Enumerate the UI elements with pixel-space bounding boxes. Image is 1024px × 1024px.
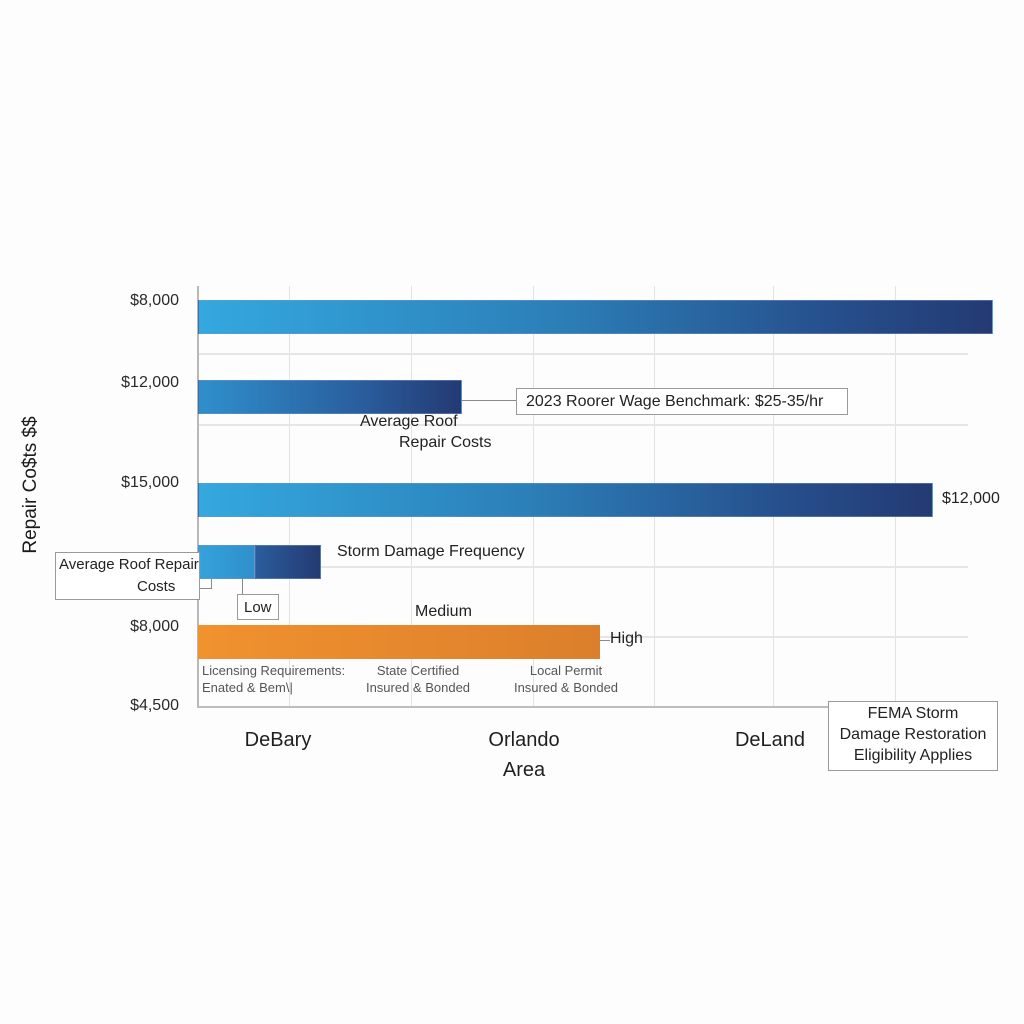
grid-line-horizontal: [198, 353, 968, 355]
avg-roof-repair-callout-line1: Average Roof Repair: [59, 556, 199, 573]
bar-row-1: [198, 300, 993, 334]
y-tick-label: $15,000: [121, 474, 179, 491]
bar-row-3: [198, 483, 933, 517]
leader-line: [600, 640, 610, 641]
bar-3-value-label: $12,000: [942, 490, 1000, 507]
x-category-label: DeBary: [244, 729, 312, 751]
avg-roof-label-line2: Repair Costs: [399, 434, 492, 451]
high-label: High: [610, 630, 643, 647]
fema-line1: FEMA Storm: [867, 705, 959, 722]
y-tick-label: $4,500: [130, 697, 179, 714]
y-axis-label: Repair Co$ts $$: [20, 416, 41, 554]
wage-benchmark-text: 2023 Roorer Wage Benchmark: $25-35/hr: [526, 393, 824, 410]
bar-row-2: [198, 380, 462, 414]
leader-line: [200, 588, 212, 589]
x-category-label-line1: Orlando: [488, 729, 560, 751]
avg-roof-repair-callout: [55, 552, 200, 600]
x-category-label-line2: Area: [502, 759, 546, 781]
leader-line: [462, 400, 516, 401]
bar-row-4-segment-light: [198, 545, 255, 579]
avg-roof-repair-callout-line2: Costs: [137, 578, 176, 595]
state-certified-line1: State Certified: [376, 663, 460, 678]
wage-benchmark-callout: 2023 Roorer Wage Benchmark: $25-35/hr: [516, 388, 848, 415]
grid-line-horizontal: [198, 424, 968, 426]
y-tick-label: $12,000: [121, 374, 179, 391]
licensing-line2: Enated & Bem\|: [202, 680, 293, 695]
x-category-orlando-area: Orlando Area: [474, 725, 574, 785]
licensing-line1: Licensing Requirements:: [202, 663, 346, 678]
medium-label: Medium: [415, 603, 472, 620]
local-permit-line2: Insured & Bonded: [513, 680, 619, 695]
storm-damage-frequency-label: Storm Damage Frequency: [337, 543, 525, 560]
x-category-label: DeLand: [734, 729, 806, 751]
licensing-requirements-note: Licensing Requirements: Enated & Bem\|: [202, 662, 345, 696]
local-permit-line1: Local Permit: [529, 663, 603, 678]
avg-roof-label-line1: Average Roof: [360, 413, 458, 430]
low-label-box: Low: [237, 594, 279, 620]
fema-line3: Eligibility Applies: [853, 747, 973, 764]
x-category-deland: DeLand: [720, 725, 820, 755]
leader-line: [211, 579, 212, 589]
x-axis-line: [197, 706, 828, 708]
leader-line: [242, 579, 243, 595]
y-tick-label: $8,000: [130, 618, 179, 635]
y-tick-label: $8,000: [130, 292, 179, 309]
local-permit-note: Local Permit Insured & Bonded: [510, 662, 622, 696]
fema-callout: FEMA Storm Damage Restoration Eligibilit…: [828, 701, 998, 771]
fema-line2: Damage Restoration: [839, 726, 987, 743]
state-certified-note: State Certified Insured & Bonded: [362, 662, 474, 696]
bar-row-5-orange: [198, 625, 600, 659]
low-label: Low: [244, 599, 272, 616]
bar-row-4-segment-dark: [255, 545, 321, 579]
x-category-debary: DeBary: [228, 725, 328, 755]
grid-line-horizontal: [198, 566, 968, 568]
state-certified-line2: Insured & Bonded: [365, 680, 471, 695]
